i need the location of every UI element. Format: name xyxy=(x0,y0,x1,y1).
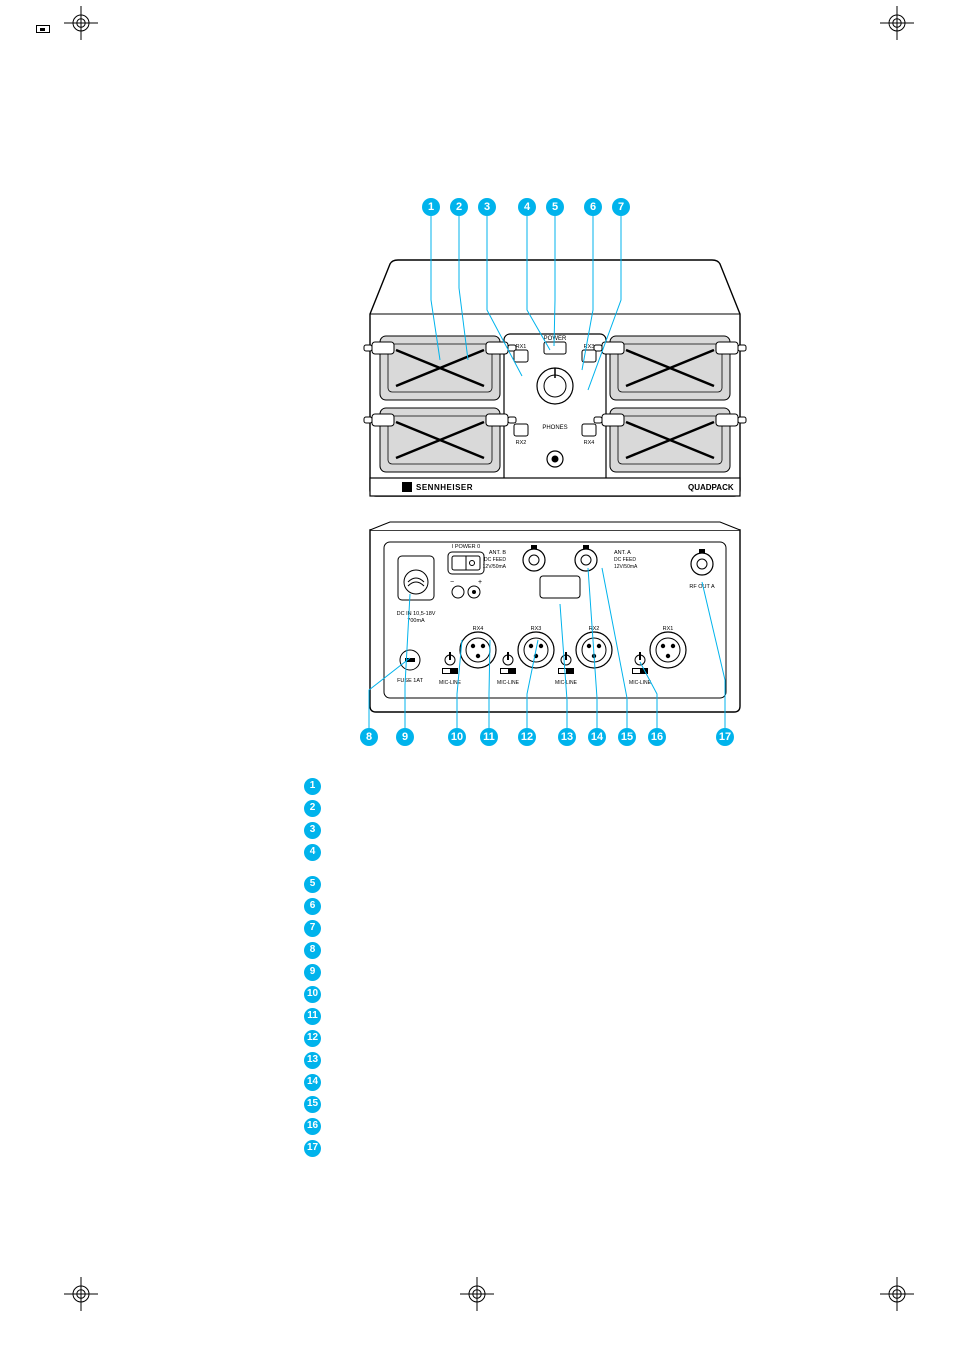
legend-row-6: 6 xyxy=(304,898,784,920)
svg-text:RX2: RX2 xyxy=(589,626,600,632)
callout-badge-3: 3 xyxy=(478,198,496,216)
device-front-view: POWER RX1 RX3 RX2 RX4 PHONES xyxy=(358,254,752,502)
legend-badge-16: 16 xyxy=(304,1118,321,1135)
page-root: 1234567 xyxy=(0,0,954,1351)
svg-text:POWER: POWER xyxy=(544,336,567,342)
callout-badge-7: 7 xyxy=(612,198,630,216)
svg-text:SENNHEISER: SENNHEISER xyxy=(416,483,473,492)
top-callouts: 123 45 67 xyxy=(340,198,770,220)
callout-badge-17: 17 xyxy=(716,728,734,746)
callout-badge-9: 9 xyxy=(396,728,414,746)
legend-row-8: 8 xyxy=(304,942,784,964)
registration-mark-br xyxy=(880,1277,914,1311)
svg-text:RF OUT A: RF OUT A xyxy=(689,584,715,590)
legend-row-16: 16 xyxy=(304,1118,784,1140)
registration-mark-bl xyxy=(64,1277,98,1311)
svg-text:700mA: 700mA xyxy=(407,618,425,624)
svg-text:PHONES: PHONES xyxy=(542,425,567,431)
legend-badge-5: 5 xyxy=(304,876,321,893)
callout-badge-4: 4 xyxy=(518,198,536,216)
legend-badge-12: 12 xyxy=(304,1030,321,1047)
svg-text:FUSE 1AT: FUSE 1AT xyxy=(397,678,424,684)
legend-row-3: 3 xyxy=(304,822,784,844)
svg-text:ANT. B: ANT. B xyxy=(489,550,506,556)
legend-row-5: 5 xyxy=(304,876,784,898)
callout-badge-16: 16 xyxy=(648,728,666,746)
svg-text:MIC-LINE: MIC-LINE xyxy=(555,680,578,686)
callout-badge-12: 12 xyxy=(518,728,536,746)
legend-row-17: 17 xyxy=(304,1140,784,1162)
callout-badge-15: 15 xyxy=(618,728,636,746)
legend-badge-6: 6 xyxy=(304,898,321,915)
callout-badge-14: 14 xyxy=(588,728,606,746)
legend-row-10: 10 xyxy=(304,986,784,1008)
legend-row-7: 7 xyxy=(304,920,784,942)
callout-badge-10: 10 xyxy=(448,728,466,746)
registration-mark-tl xyxy=(64,6,98,40)
callout-badge-11: 11 xyxy=(480,728,498,746)
legend-badge-11: 11 xyxy=(304,1008,321,1025)
legend-row-14: 14 xyxy=(304,1074,784,1096)
svg-text:QUADPACK: QUADPACK xyxy=(688,483,734,492)
legend-badge-8: 8 xyxy=(304,942,321,959)
svg-text:DC FEED: DC FEED xyxy=(484,557,506,563)
legend-badge-4: 4 xyxy=(304,844,321,861)
svg-text:−: − xyxy=(450,579,454,586)
svg-text:RX2: RX2 xyxy=(516,440,527,446)
svg-text:ANT. A: ANT. A xyxy=(614,550,631,556)
svg-text:12V/50mA: 12V/50mA xyxy=(614,564,638,570)
legend-badge-15: 15 xyxy=(304,1096,321,1113)
page-indicator-icon xyxy=(36,25,50,33)
svg-text:RX4: RX4 xyxy=(473,626,484,632)
legend-row-15: 15 xyxy=(304,1096,784,1118)
legend-badge-9: 9 xyxy=(304,964,321,981)
callout-badge-13: 13 xyxy=(558,728,576,746)
svg-text:RX4: RX4 xyxy=(584,440,595,446)
legend-row-12: 12 xyxy=(304,1030,784,1052)
legend-badge-13: 13 xyxy=(304,1052,321,1069)
svg-text:RX1: RX1 xyxy=(663,626,674,632)
callout-badge-1: 1 xyxy=(422,198,440,216)
legend-row-1: 1 xyxy=(304,778,784,800)
svg-text:+: + xyxy=(478,579,482,586)
legend-row-11: 11 xyxy=(304,1008,784,1030)
svg-text:12V/50mA: 12V/50mA xyxy=(483,564,507,570)
svg-text:RX1: RX1 xyxy=(516,344,527,350)
legend-row-13: 13 xyxy=(304,1052,784,1074)
legend-badge-7: 7 xyxy=(304,920,321,937)
svg-text:MIC-LINE: MIC-LINE xyxy=(497,680,520,686)
legend-list: 1234567891011121314151617 xyxy=(304,778,784,1162)
legend-badge-10: 10 xyxy=(304,986,321,1003)
legend-badge-3: 3 xyxy=(304,822,321,839)
bottom-callouts: 89 10 11 12 13 14 15 16 17 xyxy=(340,728,770,750)
registration-mark-tr xyxy=(880,6,914,40)
svg-text:RX3: RX3 xyxy=(531,626,542,632)
svg-text:DC IN 10,5-18V: DC IN 10,5-18V xyxy=(397,611,436,617)
legend-row-9: 9 xyxy=(304,964,784,986)
svg-text:DC FEED: DC FEED xyxy=(614,557,636,563)
legend-badge-1: 1 xyxy=(304,778,321,795)
legend-badge-14: 14 xyxy=(304,1074,321,1091)
svg-text:MIC-LINE: MIC-LINE xyxy=(629,680,652,686)
svg-text:MIC-LINE: MIC-LINE xyxy=(439,680,462,686)
callout-badge-6: 6 xyxy=(584,198,602,216)
svg-text:I POWER 0: I POWER 0 xyxy=(452,544,480,550)
registration-mark-bc xyxy=(460,1277,494,1311)
callout-badge-5: 5 xyxy=(546,198,564,216)
device-rear-view: DC IN 10,5-18V 700mA I POWER 0 − xyxy=(358,520,752,718)
legend-row-2: 2 xyxy=(304,800,784,822)
legend-badge-2: 2 xyxy=(304,800,321,817)
callout-badge-2: 2 xyxy=(450,198,468,216)
legend-badge-17: 17 xyxy=(304,1140,321,1157)
callout-badge-8: 8 xyxy=(360,728,378,746)
legend-row-4: 4 xyxy=(304,844,784,866)
device-diagram: 1234567 xyxy=(340,190,770,750)
svg-text:RX3: RX3 xyxy=(584,344,595,350)
